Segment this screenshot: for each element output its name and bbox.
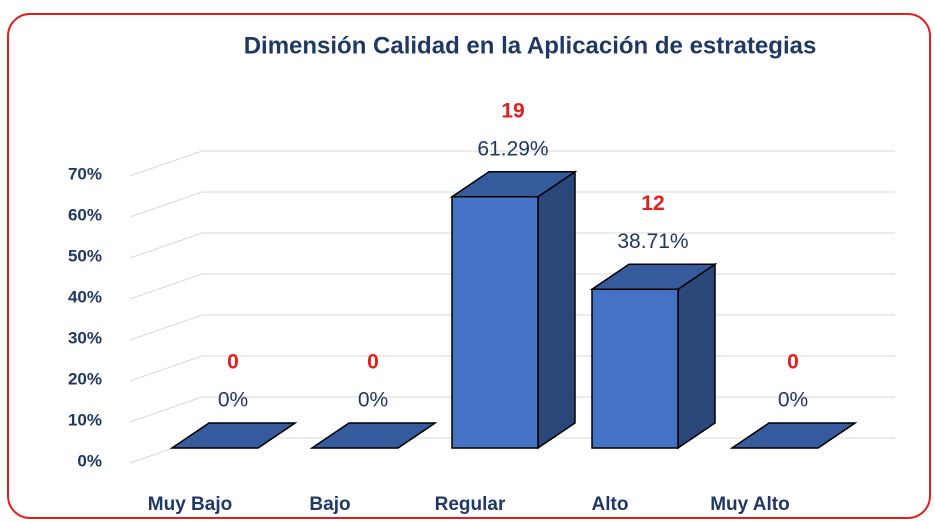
data-label: 38.71% — [617, 230, 688, 253]
data-label: 0% — [358, 389, 388, 412]
grid-line — [129, 191, 895, 218]
y-tick-label: 50% — [68, 246, 102, 265]
x-tick-label: Regular — [435, 494, 506, 515]
count-label: 12 — [641, 192, 664, 215]
y-tick-label: 30% — [68, 328, 102, 347]
bar-front — [591, 288, 679, 449]
bar — [309, 422, 438, 449]
x-tick-label: Alto — [592, 494, 629, 515]
count-label: 0 — [787, 351, 799, 374]
x-tick-label: Muy Alto — [710, 494, 790, 515]
count-label: 0 — [367, 351, 379, 374]
y-tick-label: 70% — [68, 164, 102, 183]
bar-top — [169, 422, 298, 449]
count-label: 19 — [501, 99, 524, 122]
grid-line — [129, 150, 895, 177]
bar — [729, 422, 858, 449]
data-label: 61.29% — [477, 137, 548, 160]
bar-top — [729, 422, 858, 449]
count-label: 0 — [227, 351, 239, 374]
y-tick-label: 0% — [77, 451, 102, 470]
y-tick-label: 10% — [68, 410, 102, 429]
bar-top — [309, 422, 438, 449]
bar — [589, 262, 718, 450]
data-label: 0% — [218, 389, 248, 412]
x-tick-label: Muy Bajo — [148, 494, 232, 515]
y-tick-label: 20% — [68, 369, 102, 388]
y-tick-label: 60% — [68, 205, 102, 224]
data-label: 0% — [778, 389, 808, 412]
chart-title: Dimensión Calidad en la Aplicación de es… — [244, 32, 817, 59]
bar-front — [451, 195, 539, 449]
bar-side — [677, 262, 716, 450]
bar — [449, 170, 578, 450]
bar — [169, 422, 298, 449]
grid-line — [129, 232, 895, 259]
y-tick-label: 40% — [68, 287, 102, 306]
x-tick-label: Bajo — [309, 494, 350, 515]
bar-side — [537, 170, 576, 450]
